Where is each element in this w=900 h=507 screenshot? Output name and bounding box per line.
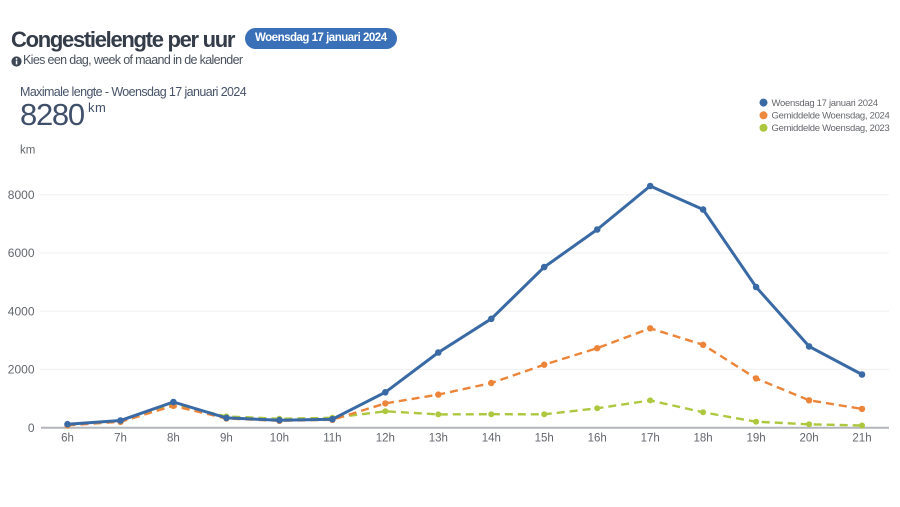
svg-text:14h: 14h (482, 433, 501, 445)
svg-text:20h: 20h (800, 433, 819, 445)
svg-text:19h: 19h (747, 433, 766, 445)
svg-text:8000: 8000 (8, 188, 35, 202)
svg-text:6000: 6000 (8, 246, 35, 260)
svg-text:km: km (20, 145, 35, 157)
svg-text:7h: 7h (114, 433, 127, 445)
svg-text:4000: 4000 (8, 304, 35, 318)
svg-text:17h: 17h (641, 433, 660, 445)
svg-text:12h: 12h (376, 433, 395, 445)
svg-text:Gemiddelde Woensdag, 2023: Gemiddelde Woensdag, 2023 (772, 123, 890, 134)
svg-text:6h: 6h (61, 433, 74, 445)
svg-text:15h: 15h (535, 433, 554, 445)
svg-text:2000: 2000 (8, 363, 35, 377)
svg-text:Woensdag 17 januari 2024: Woensdag 17 januari 2024 (772, 98, 878, 109)
svg-text:10h: 10h (270, 433, 289, 445)
svg-text:21h: 21h (852, 433, 871, 445)
svg-text:13h: 13h (429, 433, 448, 445)
svg-text:9h: 9h (220, 433, 233, 445)
svg-text:Gemiddelde Woensdag, 2024: Gemiddelde Woensdag, 2024 (772, 111, 890, 122)
svg-text:18h: 18h (694, 433, 713, 445)
svg-text:0: 0 (28, 421, 35, 435)
svg-text:11h: 11h (323, 433, 341, 445)
svg-text:16h: 16h (588, 433, 607, 445)
svg-text:8h: 8h (167, 433, 180, 445)
